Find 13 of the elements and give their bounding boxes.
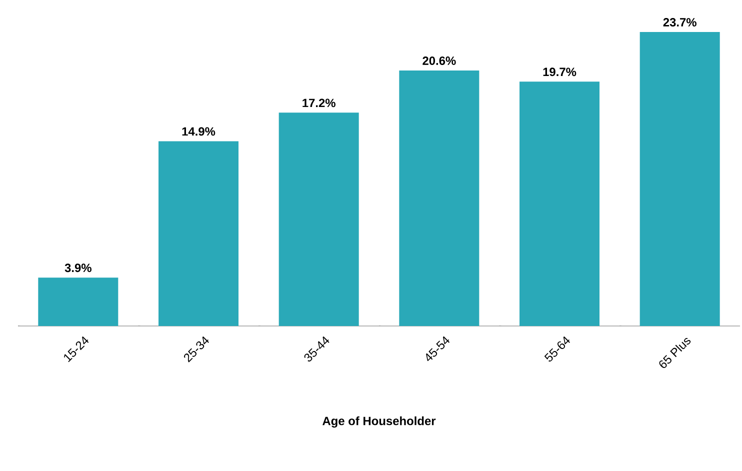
bar — [520, 82, 600, 326]
bar — [640, 32, 720, 326]
bar — [158, 141, 238, 326]
bar — [38, 278, 118, 326]
data-label: 17.2% — [302, 98, 336, 108]
data-label: 19.7% — [543, 68, 576, 76]
data-label: 23.7% — [663, 18, 696, 27]
bar — [399, 70, 480, 326]
data-label: 14.9% — [182, 127, 216, 136]
data-label: 3.9% — [64, 264, 92, 272]
data-label: 20.6% — [422, 56, 456, 65]
bar — [278, 112, 359, 326]
x-axis-title: Age of Householder — [322, 416, 436, 428]
